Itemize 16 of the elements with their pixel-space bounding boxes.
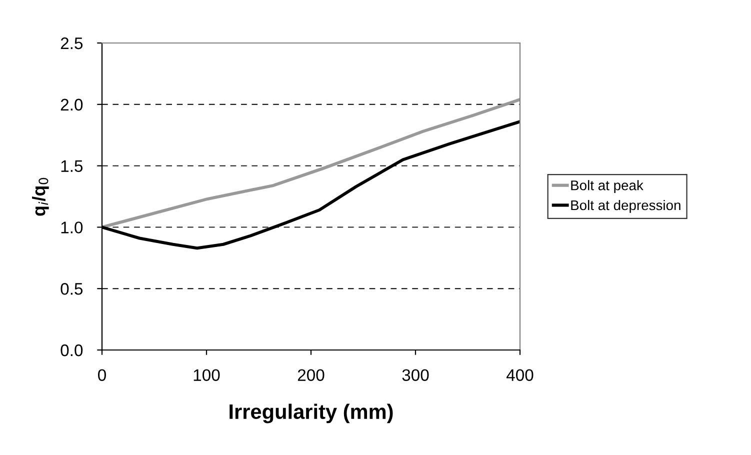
y-axis-title: q$_{i}$/q$_{0}$ — [32, 178, 49, 216]
y-tick-label: 1.0 — [61, 222, 83, 234]
x-tick-label: 0 — [98, 369, 106, 381]
y-tick-label: 0.5 — [60, 283, 83, 295]
x-axis-title: Irregularity (mm) — [230, 404, 393, 424]
x-tick-label: 300 — [402, 369, 429, 381]
y-tick-label: 2.0 — [60, 98, 83, 111]
y-tick-label: 1.5 — [61, 160, 83, 172]
x-tick-label: 400 — [506, 369, 534, 381]
x-tick-label: 200 — [298, 369, 324, 381]
legend-label: Bolt at peak — [571, 180, 644, 194]
y-tick-label: 0.0 — [60, 344, 83, 356]
y-tick-label: 2.5 — [60, 37, 83, 50]
line-series — [102, 98, 520, 229]
legend-label: Bolt at depression — [571, 200, 680, 213]
x-tick-label: 100 — [194, 369, 220, 381]
